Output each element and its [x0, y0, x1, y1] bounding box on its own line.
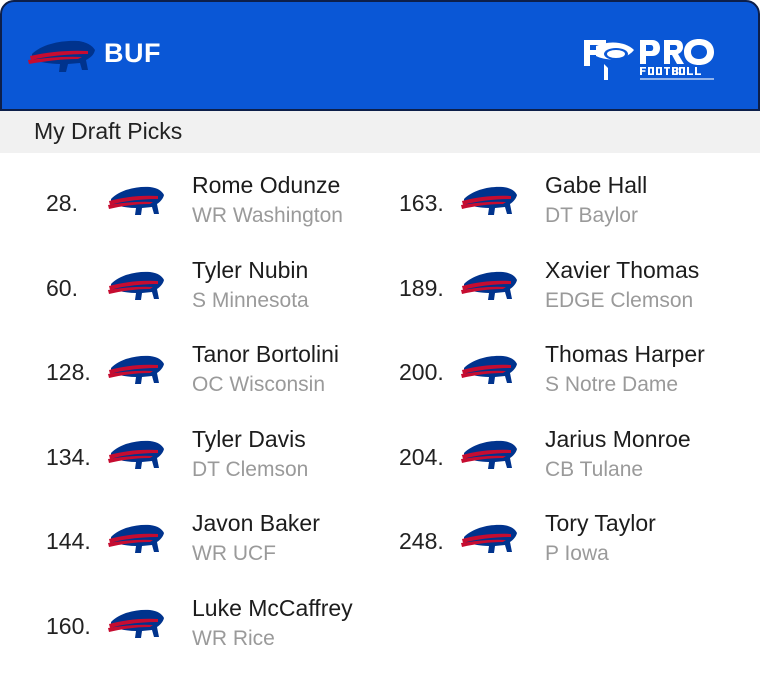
section-title: My Draft Picks: [34, 118, 183, 144]
bills-logo-icon: [461, 440, 517, 469]
player-name: Xavier Thomas: [545, 256, 700, 283]
pick-row: 134. Tyler Davis DT Clemson: [46, 426, 406, 496]
bills-logo-icon: [28, 40, 95, 72]
pick-number: 189.: [399, 274, 444, 301]
bills-logo-icon: [108, 609, 164, 638]
pick-number: 28.: [46, 190, 78, 216]
pick-row: 163. Gabe Hall DT Baylor: [399, 172, 759, 242]
bills-logo-icon: [461, 524, 517, 553]
bills-logo-icon: [461, 271, 517, 300]
pick-row: 128. Tanor Bortolini OC Wisconsin: [46, 341, 406, 411]
player-position-school: S Notre Dame: [545, 373, 679, 396]
pick-row: 189. Xavier Thomas EDGE Clemson: [399, 257, 759, 327]
player-position-school: WR Rice: [192, 626, 275, 650]
section-bar: [0, 111, 760, 153]
pick-number: 134.: [46, 443, 91, 470]
player-name: Thomas Harper: [545, 341, 705, 367]
player-position-school: DT Clemson: [192, 457, 309, 481]
pick-number: 204.: [399, 443, 444, 470]
team-header: BUF: [0, 0, 760, 111]
bills-logo-icon: [108, 186, 164, 215]
pick-row: 60. Tyler Nubin S Minnesota: [46, 257, 406, 327]
player-name: Rome Odunze: [192, 172, 341, 198]
pick-number: 248.: [399, 528, 444, 554]
pick-number: 163.: [399, 190, 444, 216]
player-position-school: P Iowa: [545, 542, 609, 565]
bills-logo-icon: [108, 355, 164, 384]
bills-logo-icon: [461, 186, 517, 215]
pick-number: 200.: [399, 359, 444, 385]
player-name: Luke McCaffrey: [192, 594, 353, 621]
pick-number: 128.: [46, 359, 91, 385]
pick-row: 144. Javon Baker WR UCF: [46, 510, 406, 580]
player-name: Tyler Davis: [192, 425, 306, 452]
team-abbreviation: BUF: [104, 38, 161, 68]
player-name: Tyler Nubin: [192, 256, 309, 283]
bills-logo-icon: [108, 524, 164, 553]
bills-logo-icon: [461, 355, 517, 384]
pro-football-network-logo: [584, 39, 714, 80]
player-position-school: S Minnesota: [192, 288, 309, 312]
pick-number: 144.: [46, 528, 91, 554]
player-position-school: DT Baylor: [545, 204, 638, 227]
player-name: Gabe Hall: [545, 172, 648, 198]
player-name: Jarius Monroe: [545, 425, 691, 452]
pick-row: 248. Tory Taylor P Iowa: [399, 510, 759, 580]
pick-row: 200. Thomas Harper S Notre Dame: [399, 341, 759, 411]
pick-row: 204. Jarius Monroe CB Tulane: [399, 426, 759, 496]
pick-number: 160.: [46, 612, 91, 639]
player-position-school: OC Wisconsin: [192, 373, 326, 396]
player-name: Tanor Bortolini: [192, 341, 340, 367]
player-position-school: WR Washington: [192, 204, 343, 227]
pick-number: 60.: [46, 274, 78, 301]
pick-row: 28. Rome Odunze WR Washington: [46, 172, 406, 242]
bills-logo-icon: [108, 440, 164, 469]
player-position-school: WR UCF: [192, 542, 276, 565]
bills-logo-icon: [108, 271, 164, 300]
player-name: Tory Taylor: [545, 510, 656, 536]
player-name: Javon Baker: [192, 510, 320, 536]
pick-row: 160. Luke McCaffrey WR Rice: [46, 595, 406, 665]
player-position-school: CB Tulane: [545, 457, 644, 481]
player-position-school: EDGE Clemson: [545, 288, 694, 312]
